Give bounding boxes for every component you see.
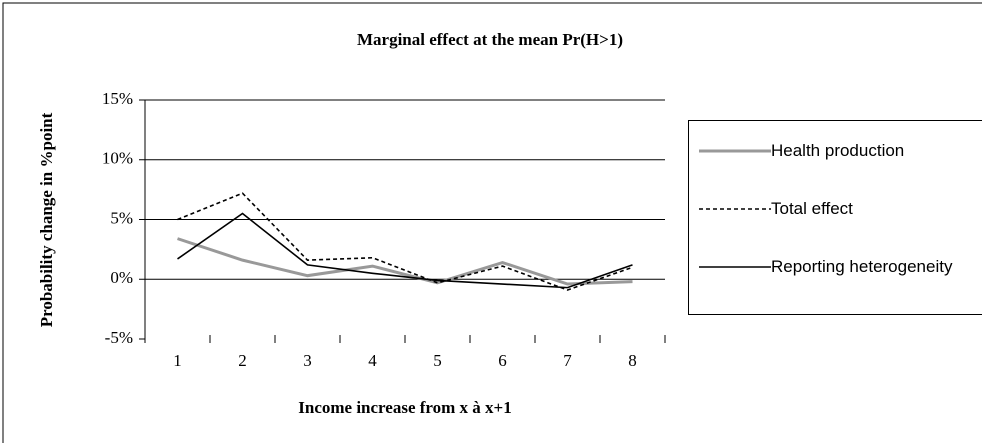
legend-item: Health production [699, 141, 971, 161]
x-tick-label: 6 [498, 351, 507, 370]
x-axis-title: Income increase from x à x+1 [298, 398, 512, 417]
x-tick-label: 4 [368, 351, 377, 370]
y-axis-title: Probability change in %point [37, 112, 56, 327]
y-tick-label: 15% [102, 89, 133, 108]
y-tick-label: 10% [102, 149, 133, 168]
legend-item: Reporting heterogeneity [699, 257, 971, 277]
legend-label: Reporting heterogeneity [771, 257, 953, 276]
legend: Health production Total effect Reporting h… [688, 120, 982, 315]
y-tick-label: 0% [110, 268, 133, 287]
series-line [177, 237, 633, 286]
x-tick-label: 1 [173, 351, 182, 370]
x-tick-label: 5 [433, 351, 442, 370]
x-tick-label: 8 [628, 351, 637, 370]
legend-swatch [699, 149, 771, 153]
series-line [177, 212, 633, 289]
y-tick-label: 5% [110, 208, 133, 227]
y-tick-label: -5% [105, 328, 133, 347]
legend-label: Health production [771, 141, 905, 160]
legend-label: Total effect [771, 199, 853, 218]
legend-swatch [699, 266, 771, 268]
legend-item: Total effect [699, 199, 971, 219]
x-tick-label: 3 [303, 351, 312, 370]
x-tick-label: 7 [563, 351, 572, 370]
series-line [177, 192, 633, 291]
chart-title: Marginal effect at the mean Pr(H>1) [357, 30, 623, 49]
x-tick-label: 2 [238, 351, 247, 370]
legend-swatch [699, 208, 771, 210]
